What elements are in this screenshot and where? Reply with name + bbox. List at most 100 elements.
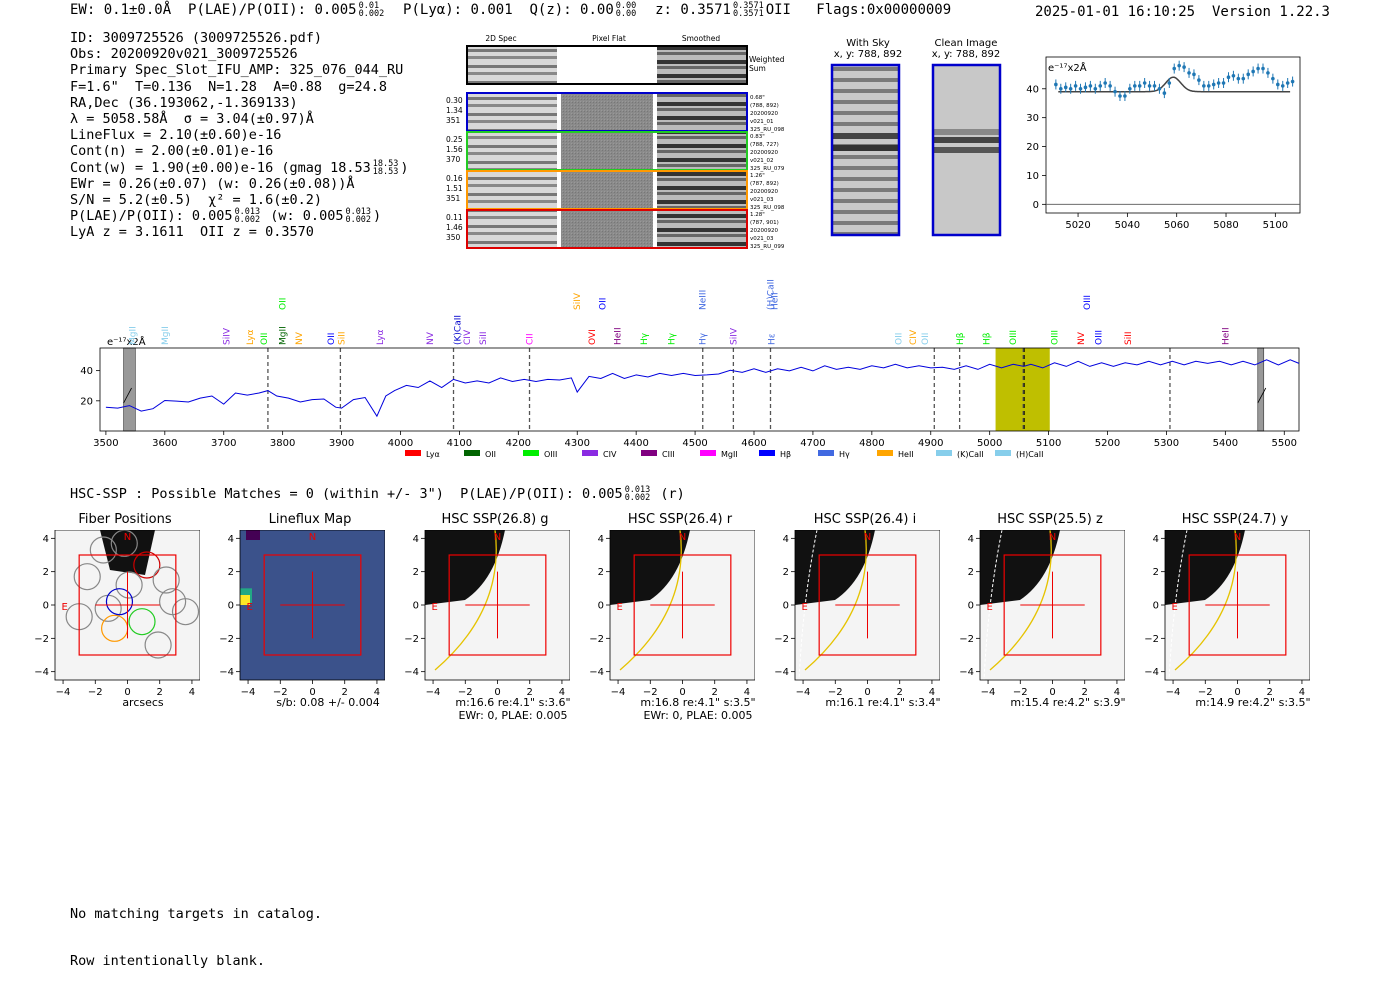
panel-xtick-label: 2 [1082, 687, 1088, 698]
version: Version 1.22.3 [1211, 4, 1330, 20]
row-2dspec [467, 171, 557, 209]
highlight-band [995, 348, 1050, 431]
panel-ytick-label: −2 [590, 634, 604, 645]
panel-xtick-label: −2 [88, 687, 103, 698]
panel-ytick-label: 0 [228, 601, 234, 612]
line-label: SiII [1124, 331, 1134, 345]
panel-footer-line: m:16.6 re:4.1" s:3.6" [455, 696, 571, 709]
panel-xtick-label: −2 [1198, 687, 1213, 698]
panel-footer: m:15.4 re:4.2" s:3.9" [978, 696, 1158, 710]
line-label: Lyα [246, 329, 256, 345]
hsc-summary: HSC-SSP : Possible Matches = 0 (within +… [70, 485, 685, 503]
linefit-point [1216, 81, 1221, 85]
spectrum-xtick-label: 4800 [859, 438, 884, 449]
spectrum-xtick-label: 3700 [211, 438, 236, 449]
linefit-xtick-label: 5100 [1263, 220, 1288, 231]
legend-swatch [877, 450, 893, 456]
north-label: N [1049, 532, 1056, 543]
ellipse-dashed [1168, 530, 1188, 681]
panel-xtick-label: −2 [643, 687, 658, 698]
row-right-label: (787, 901) [750, 220, 779, 226]
linefit-point [1058, 86, 1063, 91]
info-contw: Cont(w) = 1.90(±0.00)e-16 (gmag 18.53 18.… [70, 158, 409, 177]
row-right-label: 20200920 [750, 111, 778, 117]
spectrum-xtick-label: 4400 [623, 438, 648, 449]
fiber-circle [144, 631, 172, 659]
line-label: OII [921, 333, 931, 345]
legend-label: OII [485, 450, 496, 459]
info-lya-z: LyA z = 3.1611 OII z = 0.3570 [70, 224, 314, 241]
spectrum-xtick-label: 4000 [388, 438, 413, 449]
mask-hatch [123, 387, 132, 404]
east-label: E [246, 602, 252, 613]
north-label: N [309, 532, 316, 543]
legend-label: OIII [544, 450, 557, 459]
panel-xtick-label: 4 [559, 687, 565, 698]
line-label-top: (H)CaII [766, 279, 776, 310]
linefit-point [1162, 91, 1167, 95]
north-label: N [1234, 532, 1241, 543]
fiber-circle [171, 598, 200, 626]
row-right-label: 0.68" [750, 95, 765, 101]
panel-ytick-label: 2 [968, 567, 974, 578]
row-right-label: (788, 727) [750, 142, 779, 148]
panel-xtick-label: 0 [494, 687, 500, 698]
linefit-point [1266, 71, 1270, 75]
line-label-top: NeIII [699, 290, 709, 310]
info-params: F=1.6" T=0.136 N=1.28 A=0.88 g=24.8 [70, 78, 387, 95]
timestamp-version: 2025-01-01 16:10:25 Version 1.22.3 [1035, 4, 1330, 20]
panel-ytick-label: −2 [220, 634, 234, 645]
linefit-point [1280, 84, 1285, 88]
line-label: Hε [768, 333, 778, 345]
legend-label: Lyα [426, 450, 440, 459]
panel-xtick-label: 0 [1049, 687, 1055, 698]
with-sky-xy: x, y: 788, 892 [833, 49, 903, 60]
panel-ytick-label: −2 [35, 634, 49, 645]
weighted-2d [467, 46, 557, 84]
plya-value: P(Lyα): 0.001 [403, 2, 513, 18]
spectrum-xtick-label: 3800 [270, 438, 295, 449]
panel-ytick-label: 4 [413, 534, 419, 545]
qz-hi: 0.00 [615, 1, 637, 11]
clean-image-header: Clean Image x, y: 788, 892 [918, 38, 1014, 60]
line-label: MgII [161, 326, 171, 345]
row-left-label: 351 [446, 116, 461, 125]
legend-label: (H)CaII [1016, 450, 1043, 459]
line-label: (K)CaII [454, 315, 464, 345]
panel-title: HSC SSP(26.4) r [627, 512, 733, 527]
linefit-point [1073, 84, 1078, 88]
linefit-point [1192, 72, 1196, 77]
z-value: z: 0.3571 [655, 2, 731, 18]
panel-xtick-label: 4 [1114, 687, 1120, 698]
spectrum-xtick-label: 4900 [918, 438, 943, 449]
panel-footer: m:14.9 re:4.2" s:3.5" [1163, 696, 1343, 710]
legend-swatch [464, 450, 480, 456]
panel-footer-line: m:16.8 re:4.1" s:3.5" [640, 696, 756, 709]
linefit-ytick-label: 40 [1026, 84, 1039, 95]
row-pixelflat [561, 210, 653, 248]
panel-ytick-label: −2 [1145, 634, 1159, 645]
row-right-label: 1.28" [750, 212, 765, 218]
linefit-point [1251, 69, 1255, 74]
panel-ytick-label: 0 [43, 601, 49, 612]
linefit-ytick-label: 10 [1026, 171, 1039, 182]
spectrum-xtick-label: 4100 [447, 438, 472, 449]
line-label: Lyα [376, 329, 386, 345]
line-label: OII [260, 333, 270, 345]
linefit-point [1147, 84, 1152, 88]
line-label-top: OII [279, 298, 289, 310]
spectrum-xtick-label: 4700 [800, 438, 825, 449]
fiber-circle [133, 551, 161, 579]
spectrum-series [105, 359, 1300, 418]
line-label: MgII [279, 326, 289, 345]
linefit-point [1276, 82, 1280, 87]
with-sky-header: With Sky x, y: 788, 892 [820, 38, 916, 60]
spectrum-ytick-label: 40 [80, 366, 93, 377]
row-pixelflat [561, 171, 653, 209]
qz-lo: 0.00 [615, 9, 637, 19]
linefit-point [1157, 86, 1162, 91]
linefit-ylabel: e⁻¹⁷x2Å [1048, 61, 1087, 74]
east-label: E [1171, 602, 1177, 613]
spectrum-ytick-label: 20 [80, 396, 93, 407]
legend-swatch [641, 450, 657, 456]
